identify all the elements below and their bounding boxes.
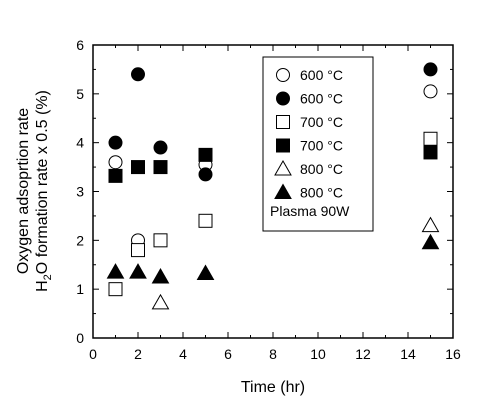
data-point-triangle-filled [106, 263, 125, 279]
data-point-circle-open [423, 84, 438, 99]
legend-label: 700 °C [300, 114, 343, 130]
data-point-square-open [198, 213, 213, 228]
legend-note: Plasma 90W [270, 203, 350, 219]
data-point-square-open [153, 233, 168, 248]
legend-label: 800 °C [300, 185, 343, 201]
y-tick-label: 4 [76, 135, 84, 151]
data-point-square-open [108, 282, 123, 297]
data-markers [106, 62, 440, 310]
y-tick-label: 0 [76, 330, 84, 346]
data-point-triangle-filled [196, 264, 215, 281]
data-point-square-open [131, 243, 145, 258]
legend-label: 600 °C [300, 67, 343, 83]
data-point-triangle-open [151, 293, 170, 310]
axis-ticks [92, 44, 454, 339]
x-axis-title: Time (hr) [241, 379, 305, 396]
legend-marker-square-filled [276, 138, 290, 153]
data-point-triangle-filled [129, 263, 147, 279]
data-point-triangle-open [421, 216, 440, 233]
y-axis-title-rest: O formation rate x 0.5 (%) [34, 90, 51, 274]
legend-marker-triangle-filled [274, 183, 292, 199]
data-point-square-open [423, 131, 438, 146]
legend-marker-triangle-open [274, 159, 292, 176]
data-point-circle-filled [198, 167, 213, 182]
legend-label: 800 °C [300, 161, 343, 177]
y-tick-label: 5 [76, 86, 84, 102]
legend-entries: 600 °C 600 °C 700 °C 700 °C 800 °C 800 °C [274, 67, 343, 201]
y-tick-label: 3 [76, 184, 84, 200]
legend-marker-circle-filled [276, 91, 290, 106]
x-tick-label: 4 [179, 346, 187, 362]
data-point-circle-filled [131, 67, 145, 82]
data-point-circle-open [108, 155, 123, 170]
y-axis-title-h: H [34, 280, 51, 292]
y-axis-title-line2: H2O formation rate x 0.5 (%) [34, 90, 54, 292]
y-tick-label: 6 [76, 37, 84, 53]
x-tick-label: 14 [400, 346, 416, 362]
y-tick-label: 2 [76, 232, 84, 248]
x-tick-label: 16 [445, 346, 461, 362]
data-point-square-filled [423, 145, 438, 160]
data-point-circle-filled [153, 140, 168, 155]
data-point-square-filled [108, 168, 123, 183]
x-tick-label: 0 [89, 346, 97, 362]
x-tick-label: 12 [355, 346, 371, 362]
x-tick-label: 10 [310, 346, 326, 362]
data-point-square-filled [153, 160, 168, 175]
legend-marker-circle-open [276, 68, 290, 82]
legend-marker-square-open [276, 115, 290, 129]
data-point-triangle-filled [151, 267, 170, 284]
legend: 600 °C 600 °C 700 °C 700 °C 800 °C 800 °C Pla… [262, 56, 374, 232]
data-point-square-filled [131, 160, 145, 175]
x-tick-labels: 0 2 4 6 8 10 12 14 16 [89, 346, 461, 362]
x-tick-label: 8 [269, 346, 277, 362]
y-axis-title: Oxygen adsoprtion rate H2O formation rat… [15, 90, 54, 292]
data-point-square-filled [198, 147, 213, 162]
y-axis-title-line1: Oxygen adsoprtion rate [15, 108, 32, 274]
x-tick-label: 2 [134, 346, 142, 362]
y-axis-title-subscript: 2 [42, 274, 54, 280]
y-tick-labels: 0 1 2 3 4 5 6 [76, 37, 84, 346]
plot-area [92, 44, 454, 339]
data-point-triangle-filled [421, 233, 440, 250]
y-tick-label: 1 [76, 281, 84, 297]
x-tick-label: 6 [224, 346, 232, 362]
data-point-circle-filled [423, 62, 438, 77]
legend-label: 700 °C [300, 138, 343, 154]
legend-label: 600 °C [300, 91, 343, 107]
data-point-circle-filled [108, 135, 123, 150]
